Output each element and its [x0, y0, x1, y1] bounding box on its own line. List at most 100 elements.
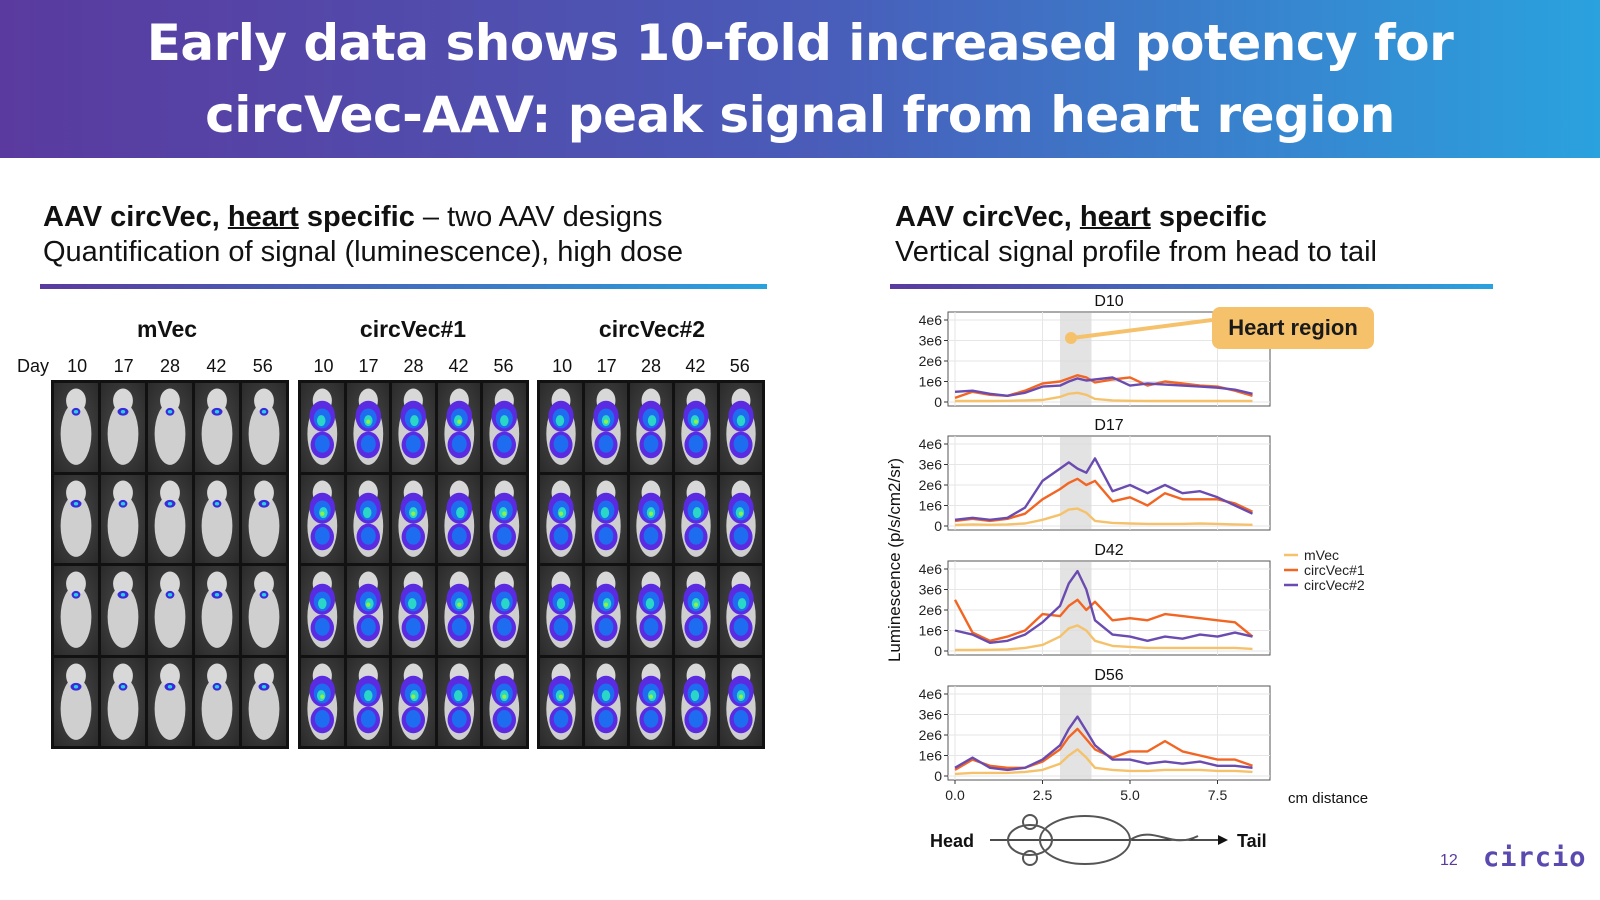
right-subheading: Vertical signal profile from head to tai…: [895, 236, 1377, 268]
day-label: 28: [403, 356, 424, 376]
title-bar: Early data shows 10-fold increased poten…: [0, 0, 1600, 158]
plot-area: [947, 560, 1271, 656]
circio-logo: circio: [1483, 842, 1587, 873]
mouse-image: [148, 566, 192, 655]
mouse-image: [101, 657, 145, 746]
mouse-image: [346, 383, 390, 472]
legend-label: circVec#1: [1304, 562, 1365, 578]
mouse-image: [720, 657, 762, 746]
y-tick-label: 3e6: [919, 582, 943, 598]
mouse-image: [392, 566, 435, 655]
left-heading-bold-post: specific: [298, 201, 415, 233]
heart-region-callout: Heart region: [1212, 307, 1374, 349]
series-line: [954, 715, 1253, 772]
mouse-image: [630, 566, 672, 655]
y-tick-label: 4e6: [919, 561, 943, 577]
series-line: [954, 477, 1254, 523]
right-divider: [890, 284, 1493, 289]
mouse-image: [195, 657, 239, 746]
mouse-image: [483, 383, 526, 472]
right-heading-bold-pre: AAV circVec,: [895, 201, 1080, 233]
left-subheading: Quantification of signal (luminescence),…: [43, 236, 683, 268]
mouse-image: [585, 383, 627, 472]
series-line: [954, 748, 1253, 776]
x-axis-label: cm distance: [1288, 790, 1368, 807]
series-line: [954, 507, 1253, 527]
day-label: 17: [358, 356, 379, 376]
mouse-image: [675, 474, 717, 563]
right-heading-bold-post: specific: [1150, 201, 1267, 233]
mouse-image: [54, 566, 98, 655]
heart-region-band: [1060, 437, 1092, 529]
mouse-ear-icon: [1022, 850, 1038, 866]
mouse-image: [585, 657, 627, 746]
day-label: 28: [640, 356, 662, 376]
group-label-circvec2: circVec#2: [598, 316, 706, 342]
series-line: [955, 624, 1253, 652]
day-label: 28: [159, 356, 181, 376]
y-tick-label: 0: [934, 768, 942, 784]
day-label: 10: [552, 356, 573, 376]
group-label-circvec1: circVec#1: [359, 316, 467, 342]
left-heading-rest: – two AAV designs: [414, 201, 663, 233]
panel-title: D56: [1094, 667, 1123, 684]
y-tick-label: 0: [934, 643, 942, 659]
image-panel-circvec2: [537, 380, 765, 749]
series-line: [954, 457, 1254, 521]
series-line: [954, 727, 1253, 771]
mouse-image: [301, 383, 344, 472]
heart-region-band: [1060, 562, 1092, 654]
day-label: 56: [729, 356, 750, 376]
mouse-image: [675, 383, 717, 472]
day-label: 42: [685, 356, 706, 376]
mouse-image: [585, 566, 627, 655]
y-tick-label: 1e6: [919, 623, 943, 639]
right-heading-underlined: heart: [1079, 201, 1151, 233]
mouse-image: [437, 474, 481, 563]
mouse-image: [242, 566, 286, 655]
y-tick-label: 3e6: [919, 707, 943, 723]
mouse-image: [720, 383, 762, 472]
mouse-image: [346, 474, 390, 563]
mouse-image: [195, 566, 239, 655]
y-tick-label: 0: [934, 518, 942, 534]
callout-dot: [1065, 332, 1077, 344]
day-label: 42: [448, 356, 469, 376]
mouse-image: [437, 657, 481, 746]
mouse-image: [301, 474, 344, 563]
x-tick-label: 5.0: [1120, 787, 1140, 803]
day-prefix: Day: [17, 356, 50, 376]
day-label: 17: [596, 356, 617, 376]
y-tick-label: 1e6: [919, 748, 943, 764]
left-divider: [40, 284, 767, 289]
day-label: 56: [252, 356, 273, 376]
mouse-image: [630, 474, 672, 563]
mouse-image: [54, 474, 98, 563]
mouse-image: [483, 566, 526, 655]
mouse-image: [392, 383, 435, 472]
left-heading-underlined: heart: [227, 201, 299, 233]
y-tick-label: 1e6: [919, 498, 943, 514]
mouse-image: [630, 383, 672, 472]
series-line: [954, 569, 1253, 644]
mouse-image: [242, 474, 286, 563]
mouse-image: [195, 474, 239, 563]
x-tick-label: 2.5: [1033, 787, 1053, 803]
y-tick-label: 4e6: [919, 686, 943, 702]
mouse-tail-icon: [1129, 833, 1199, 842]
mouse-image: [720, 474, 762, 563]
mouse-image: [301, 657, 344, 746]
left-heading: AAV circVec, heart specific – two AAV de…: [43, 200, 763, 235]
mouse-image: [540, 383, 582, 472]
mouse-image: [630, 657, 672, 746]
y-axis-label: Luminescence (p/s/cm2/sr): [885, 458, 904, 662]
mouse-image: [540, 566, 582, 655]
x-tick-label: 7.5: [1208, 787, 1228, 803]
mouse-head-icon: [1007, 824, 1053, 856]
x-tick-label: 0.0: [945, 787, 965, 803]
mouse-image: [585, 474, 627, 563]
callout-pointer: [1071, 318, 1213, 340]
tail-label: Tail: [1237, 831, 1267, 851]
mouse-image: [675, 657, 717, 746]
y-tick-label: 0: [934, 394, 942, 410]
